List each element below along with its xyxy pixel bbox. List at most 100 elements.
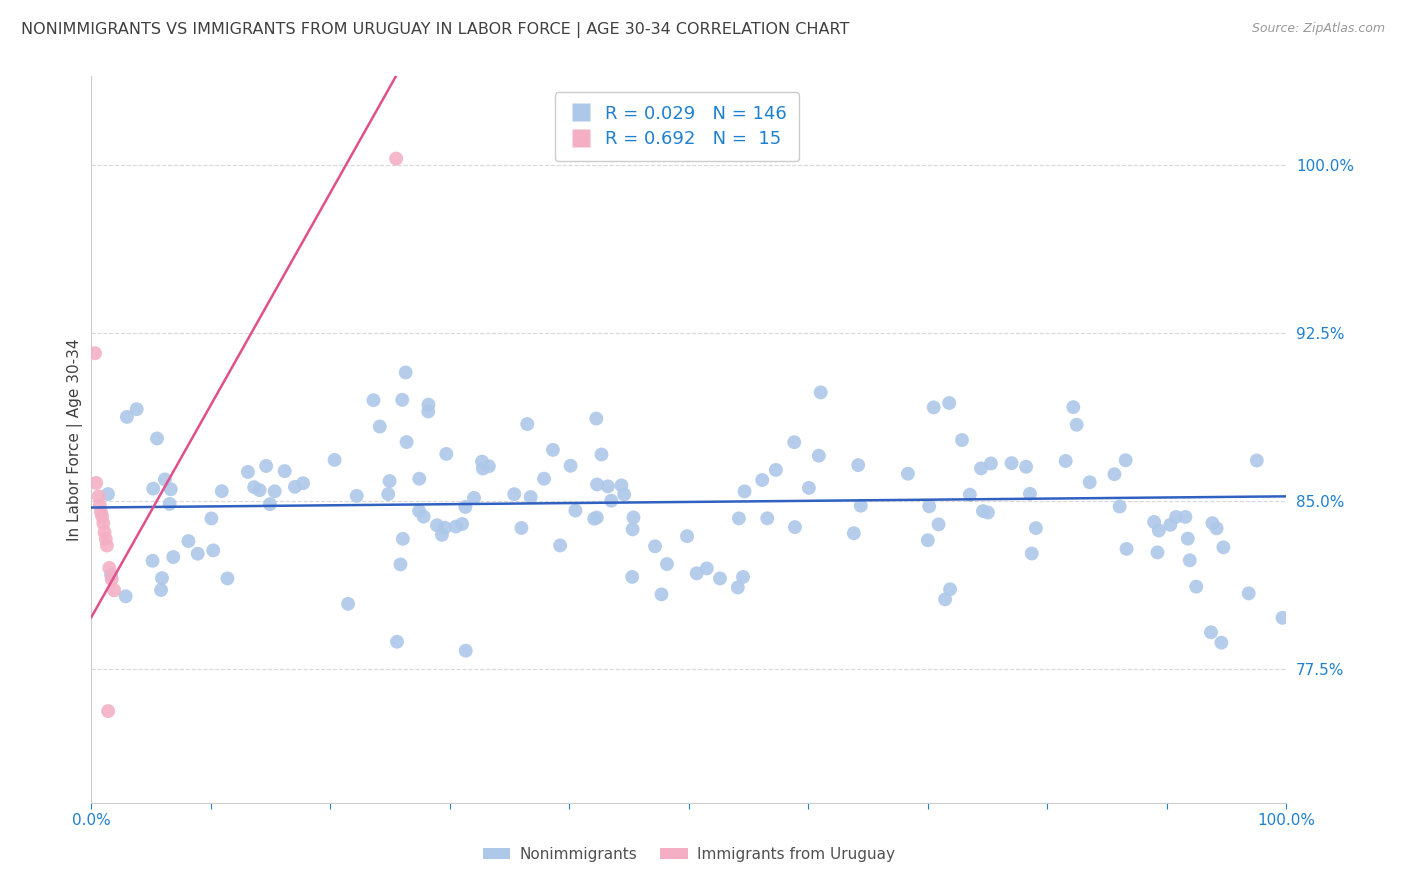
- Point: [93, 525, 115, 540]
- Point: [454, 643, 477, 657]
- Point: [159, 482, 181, 496]
- Point: [100, 567, 122, 582]
- Point: [807, 449, 830, 463]
- Point: [346, 489, 368, 503]
- Point: [1205, 521, 1227, 535]
- Point: [389, 558, 412, 572]
- Point: [150, 582, 173, 597]
- Point: [292, 476, 315, 491]
- Point: [1021, 547, 1043, 561]
- Point: [392, 532, 415, 546]
- Point: [1201, 516, 1223, 530]
- Point: [153, 472, 176, 486]
- Legend: Nonimmigrants, Immigrants from Uruguay: Nonimmigrants, Immigrants from Uruguay: [477, 840, 901, 868]
- Point: [1237, 586, 1260, 600]
- Point: [97, 704, 120, 718]
- Point: [846, 458, 869, 472]
- Point: [596, 479, 619, 493]
- Point: [1211, 635, 1233, 649]
- Point: [337, 597, 360, 611]
- Point: [728, 511, 751, 525]
- Point: [600, 493, 623, 508]
- Point: [146, 432, 169, 446]
- Point: [709, 571, 731, 585]
- Point: [560, 458, 582, 473]
- Point: [103, 583, 125, 598]
- Point: [1115, 541, 1137, 556]
- Point: [585, 510, 607, 524]
- Point: [98, 561, 121, 575]
- Point: [1146, 545, 1168, 559]
- Point: [412, 509, 434, 524]
- Point: [970, 461, 993, 475]
- Point: [644, 539, 666, 553]
- Point: [917, 533, 939, 548]
- Point: [471, 455, 494, 469]
- Point: [938, 396, 960, 410]
- Point: [1143, 515, 1166, 529]
- Point: [1104, 467, 1126, 482]
- Point: [91, 509, 114, 524]
- Point: [263, 484, 285, 499]
- Point: [177, 534, 200, 549]
- Point: [756, 511, 779, 525]
- Point: [519, 490, 541, 504]
- Point: [918, 500, 941, 514]
- Point: [977, 506, 1000, 520]
- Point: [395, 366, 418, 380]
- Point: [273, 464, 295, 478]
- Point: [433, 521, 456, 535]
- Point: [810, 385, 832, 400]
- Point: [249, 483, 271, 497]
- Point: [765, 463, 787, 477]
- Point: [1271, 611, 1294, 625]
- Point: [84, 346, 107, 360]
- Point: [980, 457, 1002, 471]
- Point: [89, 498, 111, 512]
- Point: [202, 543, 225, 558]
- Point: [187, 547, 209, 561]
- Point: [655, 557, 678, 571]
- Point: [897, 467, 920, 481]
- Point: [1178, 553, 1201, 567]
- Point: [100, 572, 122, 586]
- Point: [686, 566, 709, 581]
- Point: [217, 571, 239, 585]
- Point: [463, 491, 485, 505]
- Point: [676, 529, 699, 543]
- Point: [1174, 510, 1197, 524]
- Point: [385, 152, 408, 166]
- Point: [90, 505, 112, 519]
- Text: Source: ZipAtlas.com: Source: ZipAtlas.com: [1251, 22, 1385, 36]
- Point: [621, 522, 644, 536]
- Point: [395, 435, 418, 450]
- Point: [430, 528, 453, 542]
- Point: [783, 520, 806, 534]
- Point: [1062, 400, 1084, 414]
- Point: [1066, 417, 1088, 432]
- Point: [548, 539, 571, 553]
- Point: [93, 516, 114, 531]
- Point: [211, 484, 233, 499]
- Point: [727, 581, 749, 595]
- Point: [284, 480, 307, 494]
- Point: [516, 417, 538, 431]
- Point: [434, 447, 457, 461]
- Point: [842, 526, 865, 541]
- Point: [97, 487, 120, 501]
- Point: [751, 473, 773, 487]
- Point: [621, 570, 644, 584]
- Point: [1185, 580, 1208, 594]
- Point: [585, 411, 607, 425]
- Point: [731, 570, 754, 584]
- Point: [115, 409, 138, 424]
- Point: [1212, 541, 1234, 555]
- Point: [1199, 625, 1222, 640]
- Point: [650, 587, 672, 601]
- Point: [1019, 487, 1042, 501]
- Point: [94, 532, 117, 546]
- Point: [385, 634, 408, 648]
- Point: [533, 472, 555, 486]
- Point: [150, 571, 173, 585]
- Point: [583, 512, 606, 526]
